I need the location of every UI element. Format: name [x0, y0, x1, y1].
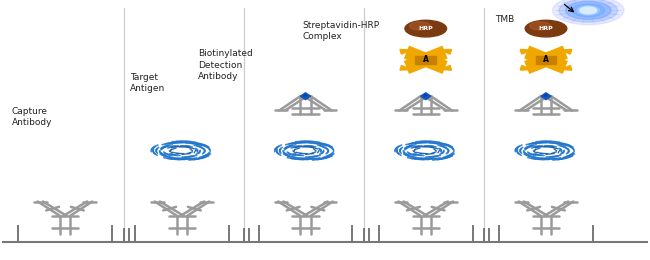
Circle shape [525, 20, 567, 37]
Text: TMB: TMB [495, 15, 515, 24]
Text: HRP: HRP [539, 26, 553, 31]
Polygon shape [440, 49, 452, 54]
Polygon shape [544, 94, 547, 96]
Polygon shape [400, 49, 411, 54]
Polygon shape [541, 93, 551, 100]
Circle shape [577, 6, 599, 15]
Text: Target
Antigen: Target Antigen [130, 73, 165, 93]
Polygon shape [520, 66, 532, 70]
Polygon shape [421, 93, 431, 100]
Polygon shape [304, 94, 307, 96]
Polygon shape [520, 49, 532, 54]
Polygon shape [560, 49, 572, 54]
Polygon shape [300, 93, 311, 100]
Circle shape [566, 1, 611, 20]
Polygon shape [400, 66, 411, 70]
Circle shape [405, 20, 447, 37]
FancyBboxPatch shape [415, 56, 436, 64]
Polygon shape [560, 66, 572, 70]
Circle shape [572, 4, 604, 17]
Circle shape [530, 22, 551, 30]
Circle shape [410, 22, 430, 30]
Circle shape [580, 7, 597, 14]
Text: HRP: HRP [419, 26, 433, 31]
Text: Biotinylated
Detection
Antibody: Biotinylated Detection Antibody [198, 49, 253, 81]
Circle shape [552, 0, 624, 25]
Polygon shape [440, 66, 452, 70]
Polygon shape [424, 94, 427, 96]
Text: Capture
Antibody: Capture Antibody [12, 107, 52, 127]
Text: A: A [543, 55, 549, 64]
FancyBboxPatch shape [536, 56, 556, 64]
Text: Streptavidin-HRP
Complex: Streptavidin-HRP Complex [302, 21, 380, 41]
Circle shape [559, 0, 618, 22]
Text: A: A [422, 55, 429, 64]
